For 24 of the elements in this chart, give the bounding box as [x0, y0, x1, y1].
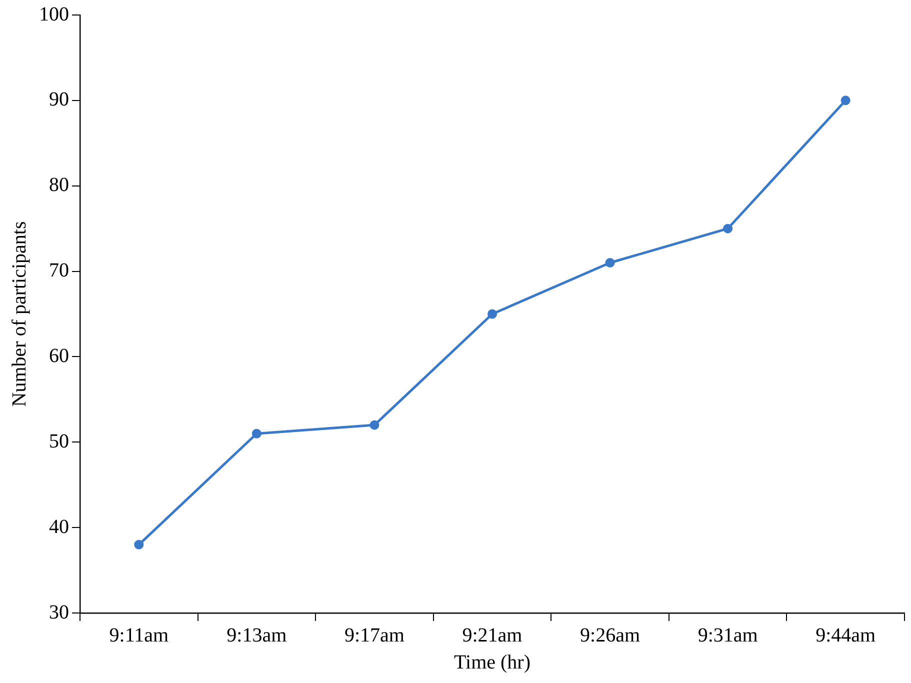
point	[605, 258, 615, 268]
y-tick-label: 40	[49, 516, 69, 538]
y-tick-label: 80	[49, 174, 69, 196]
x-tick-label: 9:21am	[462, 624, 523, 646]
x-tick-label: 9:13am	[226, 624, 288, 646]
y-tick-label: 100	[39, 3, 69, 26]
y-tick-label: 90	[49, 88, 69, 111]
x-tick-label: 9:11am	[109, 624, 169, 646]
y-tick-label: 70	[49, 260, 69, 282]
x-tick-label: 9:17am	[344, 624, 405, 646]
point	[840, 96, 850, 106]
x-tick-label: 9:31am	[698, 624, 758, 646]
y-axis-title: Number of participants	[8, 221, 30, 407]
x-axis-title: Time (hr)	[454, 651, 530, 674]
point	[370, 420, 380, 430]
y-tick-label: 60	[49, 344, 69, 367]
y-tick-label: 30	[49, 601, 69, 624]
y-tick-label: 50	[49, 430, 69, 452]
point	[252, 428, 262, 438]
point	[134, 540, 144, 550]
x-tick-label: 9:44am	[816, 624, 876, 646]
point	[723, 224, 733, 234]
x-tick-label: 9:26am	[580, 624, 640, 646]
point	[488, 309, 497, 319]
